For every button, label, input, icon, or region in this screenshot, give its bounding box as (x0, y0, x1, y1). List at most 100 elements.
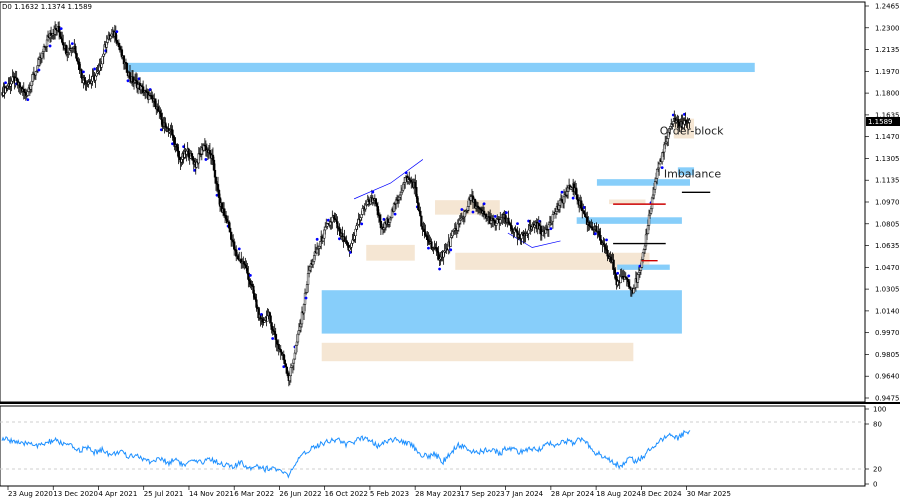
time-tick-label: 23 Aug 2020 (8, 490, 53, 498)
price-tick-label: 1.0305 (875, 286, 900, 294)
price-tick-label: 1.2300 (875, 24, 900, 32)
demand-zone-3 (366, 244, 415, 261)
time-tick-label: 16 Oct 2022 (325, 490, 368, 498)
rsi-layer (1, 429, 691, 479)
fractal-point (371, 190, 375, 194)
fractal-point (660, 166, 664, 170)
fractal-point (204, 158, 208, 161)
price-tick-label: 1.0970 (875, 199, 900, 207)
price-tick-label: 1.1470 (875, 133, 900, 141)
fractal-point (438, 267, 441, 271)
price-tick-label: 1.0470 (875, 264, 900, 272)
fractal-point (282, 365, 286, 369)
price-tick-label: 1.1970 (875, 68, 900, 76)
candle-body (289, 367, 293, 377)
imbalance-label: Imbalance (664, 167, 721, 180)
time-axis: 23 Aug 2020 13 Dec 2020 4 Apr 2021 25 Jul 2… (7, 486, 731, 498)
indicator-plot-frame (0, 405, 866, 487)
time-tick-label: 28 Apr 2024 (551, 490, 595, 498)
fractal-point (82, 70, 85, 74)
time-tick-label: 4 Apr 2021 (98, 490, 137, 498)
fractal-point (171, 142, 174, 146)
fractal-point (627, 274, 631, 278)
fractal-layer (353, 159, 561, 248)
fractal-point (4, 81, 7, 85)
time-tick-label: 25 Jul 2021 (144, 490, 184, 498)
time-tick-label: 5 Feb 2023 (370, 490, 409, 498)
fractal-point (482, 202, 486, 206)
labels-layer: Order-block Imbalance (660, 125, 724, 181)
candle-body (229, 227, 232, 233)
price-tick-label: 1.1305 (875, 155, 900, 163)
fractal-point (493, 215, 497, 218)
fractal-point (304, 296, 308, 300)
price-tick-label: 1.1135 (875, 177, 900, 185)
fractal-point (560, 190, 564, 194)
candle-body (100, 63, 103, 68)
rsi-tick-label: 80 (873, 421, 882, 429)
fractal-point (460, 208, 464, 211)
candle-body (277, 344, 280, 350)
time-tick-label: 30 Mar 2025 (687, 490, 731, 498)
time-tick-label: 8 Dec 2024 (641, 490, 682, 498)
price-tick-label: 0.9475 (875, 395, 900, 403)
time-tick-label: 17 Sep 2023 (460, 490, 504, 498)
fractal-point (549, 227, 553, 231)
fractal-line-0 (353, 159, 424, 200)
fractal-point (605, 238, 608, 242)
fractal-point (516, 222, 519, 226)
candle-body (419, 210, 422, 217)
fractal-point (37, 68, 41, 72)
fractal-point (48, 44, 52, 48)
current-price-marker (866, 117, 900, 126)
price-tick-label: 1.2465 (875, 3, 900, 11)
demand-zone-5 (455, 252, 650, 270)
fractal-point (59, 27, 63, 31)
candle-body (657, 163, 661, 169)
fractal-line-1 (507, 232, 561, 248)
time-tick-label: 26 Jun 2022 (279, 490, 321, 498)
price-tick-label: 1.0140 (875, 307, 900, 315)
fractal-point (93, 67, 96, 71)
time-tick-label: 7 Jan 2024 (506, 490, 544, 498)
price-tick-label: 0.9640 (875, 373, 900, 381)
demand-zone-8 (609, 199, 646, 205)
fractal-point (70, 42, 74, 46)
supply-zone-0 (127, 62, 755, 73)
candle-body (527, 229, 530, 234)
candle-body (213, 169, 217, 178)
price-tick-label: 1.1635 (875, 111, 900, 119)
time-tick-label: 13 Dec 2020 (53, 490, 98, 498)
fractal-point (504, 211, 508, 215)
fractal-point (393, 212, 397, 216)
rsi-tick-label: 0 (873, 481, 877, 489)
rsi-line (1, 429, 691, 479)
candle-body (374, 198, 377, 204)
fractal-point (571, 196, 575, 200)
time-tick-label: 14 Nov 2021 (189, 490, 234, 498)
price-tick-label: 1.0635 (875, 242, 900, 250)
time-tick-label: 18 Aug 2024 (596, 490, 641, 498)
fractal-point (427, 246, 430, 250)
fractal-point (126, 79, 130, 83)
fractal-point (271, 337, 275, 340)
current-price-label: 1.1589 (868, 118, 893, 126)
price-tick-label: 1.0805 (875, 220, 900, 228)
fractal-point (115, 30, 119, 34)
supply-zone-6 (596, 179, 690, 186)
fractal-point (360, 222, 364, 226)
rsi-axis: 100 80 20 0 (865, 406, 886, 489)
candle-body (269, 315, 272, 323)
levels-layer (613, 191, 711, 262)
price-tick-label: 0.9805 (875, 351, 900, 359)
price-tick-label: 1.2135 (875, 46, 900, 54)
demand-zone-2 (321, 342, 634, 362)
main-plot-frame (0, 1, 866, 403)
price-axis: 1.2465 1.2300 1.2135 1.1970 1.1800 1.1635 1.14… (865, 3, 900, 403)
rsi-tick-label: 100 (873, 406, 886, 414)
time-tick-label: 6 Mar 2022 (234, 490, 274, 498)
price-tick-label: 0.9970 (875, 329, 900, 337)
supply-zone-11 (677, 167, 695, 176)
fractal-point (315, 237, 319, 241)
